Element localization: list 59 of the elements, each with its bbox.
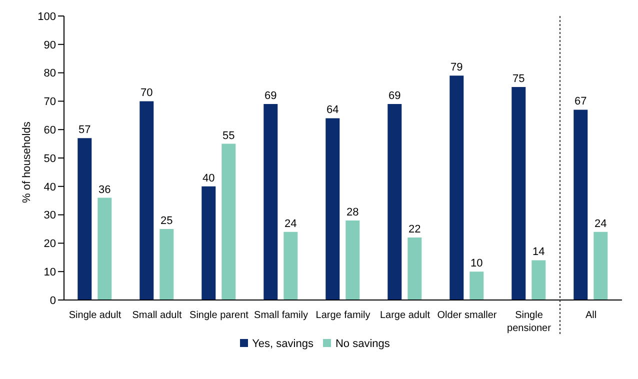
y-tick-label: 50 <box>44 152 56 165</box>
data-label: 24 <box>284 218 297 230</box>
bar <box>140 101 154 300</box>
y-tick-label: 40 <box>44 181 56 194</box>
bar <box>594 232 608 300</box>
data-label: 14 <box>532 246 545 258</box>
bar <box>532 260 546 300</box>
y-tick-label: 20 <box>44 238 56 250</box>
y-tick-label: 90 <box>44 39 56 52</box>
bar <box>408 238 422 300</box>
data-label: 79 <box>450 62 463 74</box>
data-label: 69 <box>388 90 401 102</box>
x-tick-label: Single pensioner <box>507 310 552 334</box>
data-label: 55 <box>222 130 235 142</box>
x-tick-label: Large family <box>316 310 370 321</box>
y-tick-label: 10 <box>44 266 56 279</box>
bar <box>160 229 174 300</box>
x-tick-label: Single adult <box>68 310 122 321</box>
y-tick-label: 80 <box>44 68 56 80</box>
data-label: 25 <box>160 215 173 227</box>
data-label: 28 <box>346 206 359 218</box>
bar <box>326 118 340 300</box>
bar <box>264 104 278 300</box>
bar <box>98 198 112 300</box>
bar <box>222 144 236 300</box>
y-tick-label: 30 <box>44 210 56 222</box>
data-label: 10 <box>470 258 483 270</box>
y-axis-title: % of households <box>20 121 33 203</box>
x-tick-label: Large adult <box>380 310 430 321</box>
x-tick-label: All <box>585 310 597 321</box>
y-tick-label: 60 <box>44 124 56 137</box>
y-tick-label: 0 <box>50 294 56 307</box>
y-tick-label: 70 <box>44 96 56 108</box>
data-label: 64 <box>326 104 339 116</box>
data-label: 40 <box>202 172 215 184</box>
y-tick-label: 100 <box>38 10 56 23</box>
x-tick-label: Small family <box>254 310 308 321</box>
bar <box>512 87 526 300</box>
data-label: 69 <box>264 90 277 102</box>
x-tick-label: Older smaller <box>437 310 498 321</box>
x-tick-label: Small adult <box>132 310 182 321</box>
data-label: 36 <box>98 184 111 196</box>
data-label: 75 <box>512 73 525 85</box>
bar <box>388 104 402 300</box>
bar <box>202 186 216 300</box>
bar <box>470 272 484 300</box>
legend-label: Yes, savings <box>252 338 314 350</box>
data-label: 67 <box>574 96 587 108</box>
data-label: 22 <box>408 224 421 236</box>
x-tick-label: Single parent <box>190 310 249 321</box>
legend-label: No savings <box>335 338 390 350</box>
bar <box>78 138 92 300</box>
bar <box>346 220 360 300</box>
data-label: 70 <box>140 87 153 100</box>
bar <box>574 110 588 300</box>
data-label: 24 <box>594 218 607 230</box>
bar <box>284 232 298 300</box>
bar <box>450 76 464 300</box>
data-label: 57 <box>78 124 91 136</box>
